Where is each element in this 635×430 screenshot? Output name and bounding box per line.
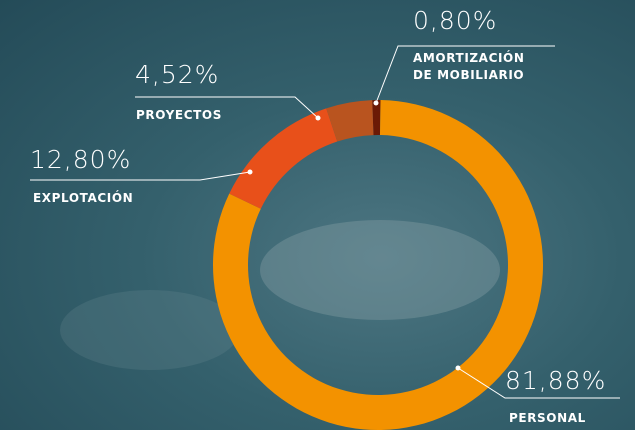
leader-dot — [247, 169, 253, 175]
value-label: 12,80% — [30, 145, 132, 174]
value-label: 81,88% — [505, 366, 607, 395]
leader-line — [375, 45, 555, 104]
leader-dot — [373, 100, 379, 106]
value-label: 4,52% — [135, 60, 220, 89]
cloud — [60, 290, 240, 370]
donut-slice — [372, 100, 381, 136]
donut-slice — [326, 100, 374, 142]
leader-dot — [455, 365, 461, 371]
leader-dot — [315, 115, 321, 121]
category-label: PERSONAL — [509, 411, 586, 425]
category-label: PROYECTOS — [136, 108, 222, 122]
leader-line — [135, 96, 319, 119]
category-label: AMORTIZACIÓN DE MOBILIARIO — [413, 51, 525, 82]
leader-line — [457, 367, 620, 399]
donut-slice — [229, 108, 338, 209]
value-label: 0,80% — [413, 6, 498, 35]
category-label: EXPLOTACIÓN — [33, 191, 134, 205]
leader-line — [30, 171, 251, 181]
cloud — [260, 220, 500, 320]
